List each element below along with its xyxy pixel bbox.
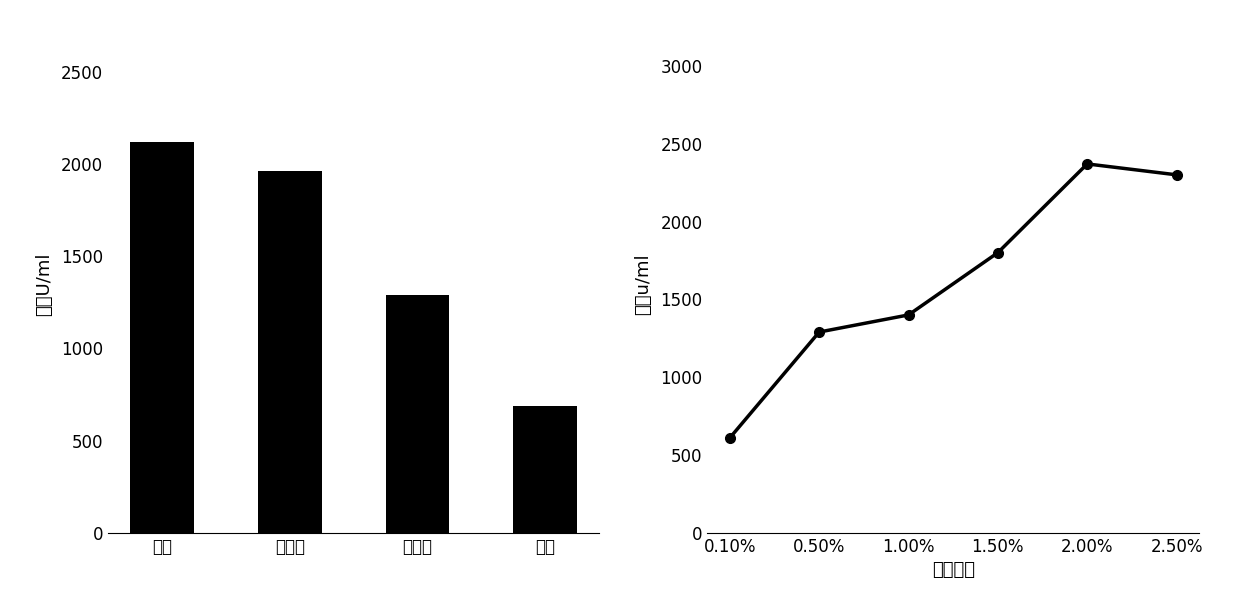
Bar bbox=[513, 406, 577, 533]
Bar bbox=[258, 171, 322, 533]
Bar bbox=[130, 142, 195, 533]
Y-axis label: 酶活U/ml: 酶活U/ml bbox=[35, 252, 53, 316]
Bar bbox=[386, 295, 449, 533]
Y-axis label: 酶活u/ml: 酶活u/ml bbox=[634, 253, 652, 314]
X-axis label: 淡粉含量: 淡粉含量 bbox=[931, 561, 975, 579]
